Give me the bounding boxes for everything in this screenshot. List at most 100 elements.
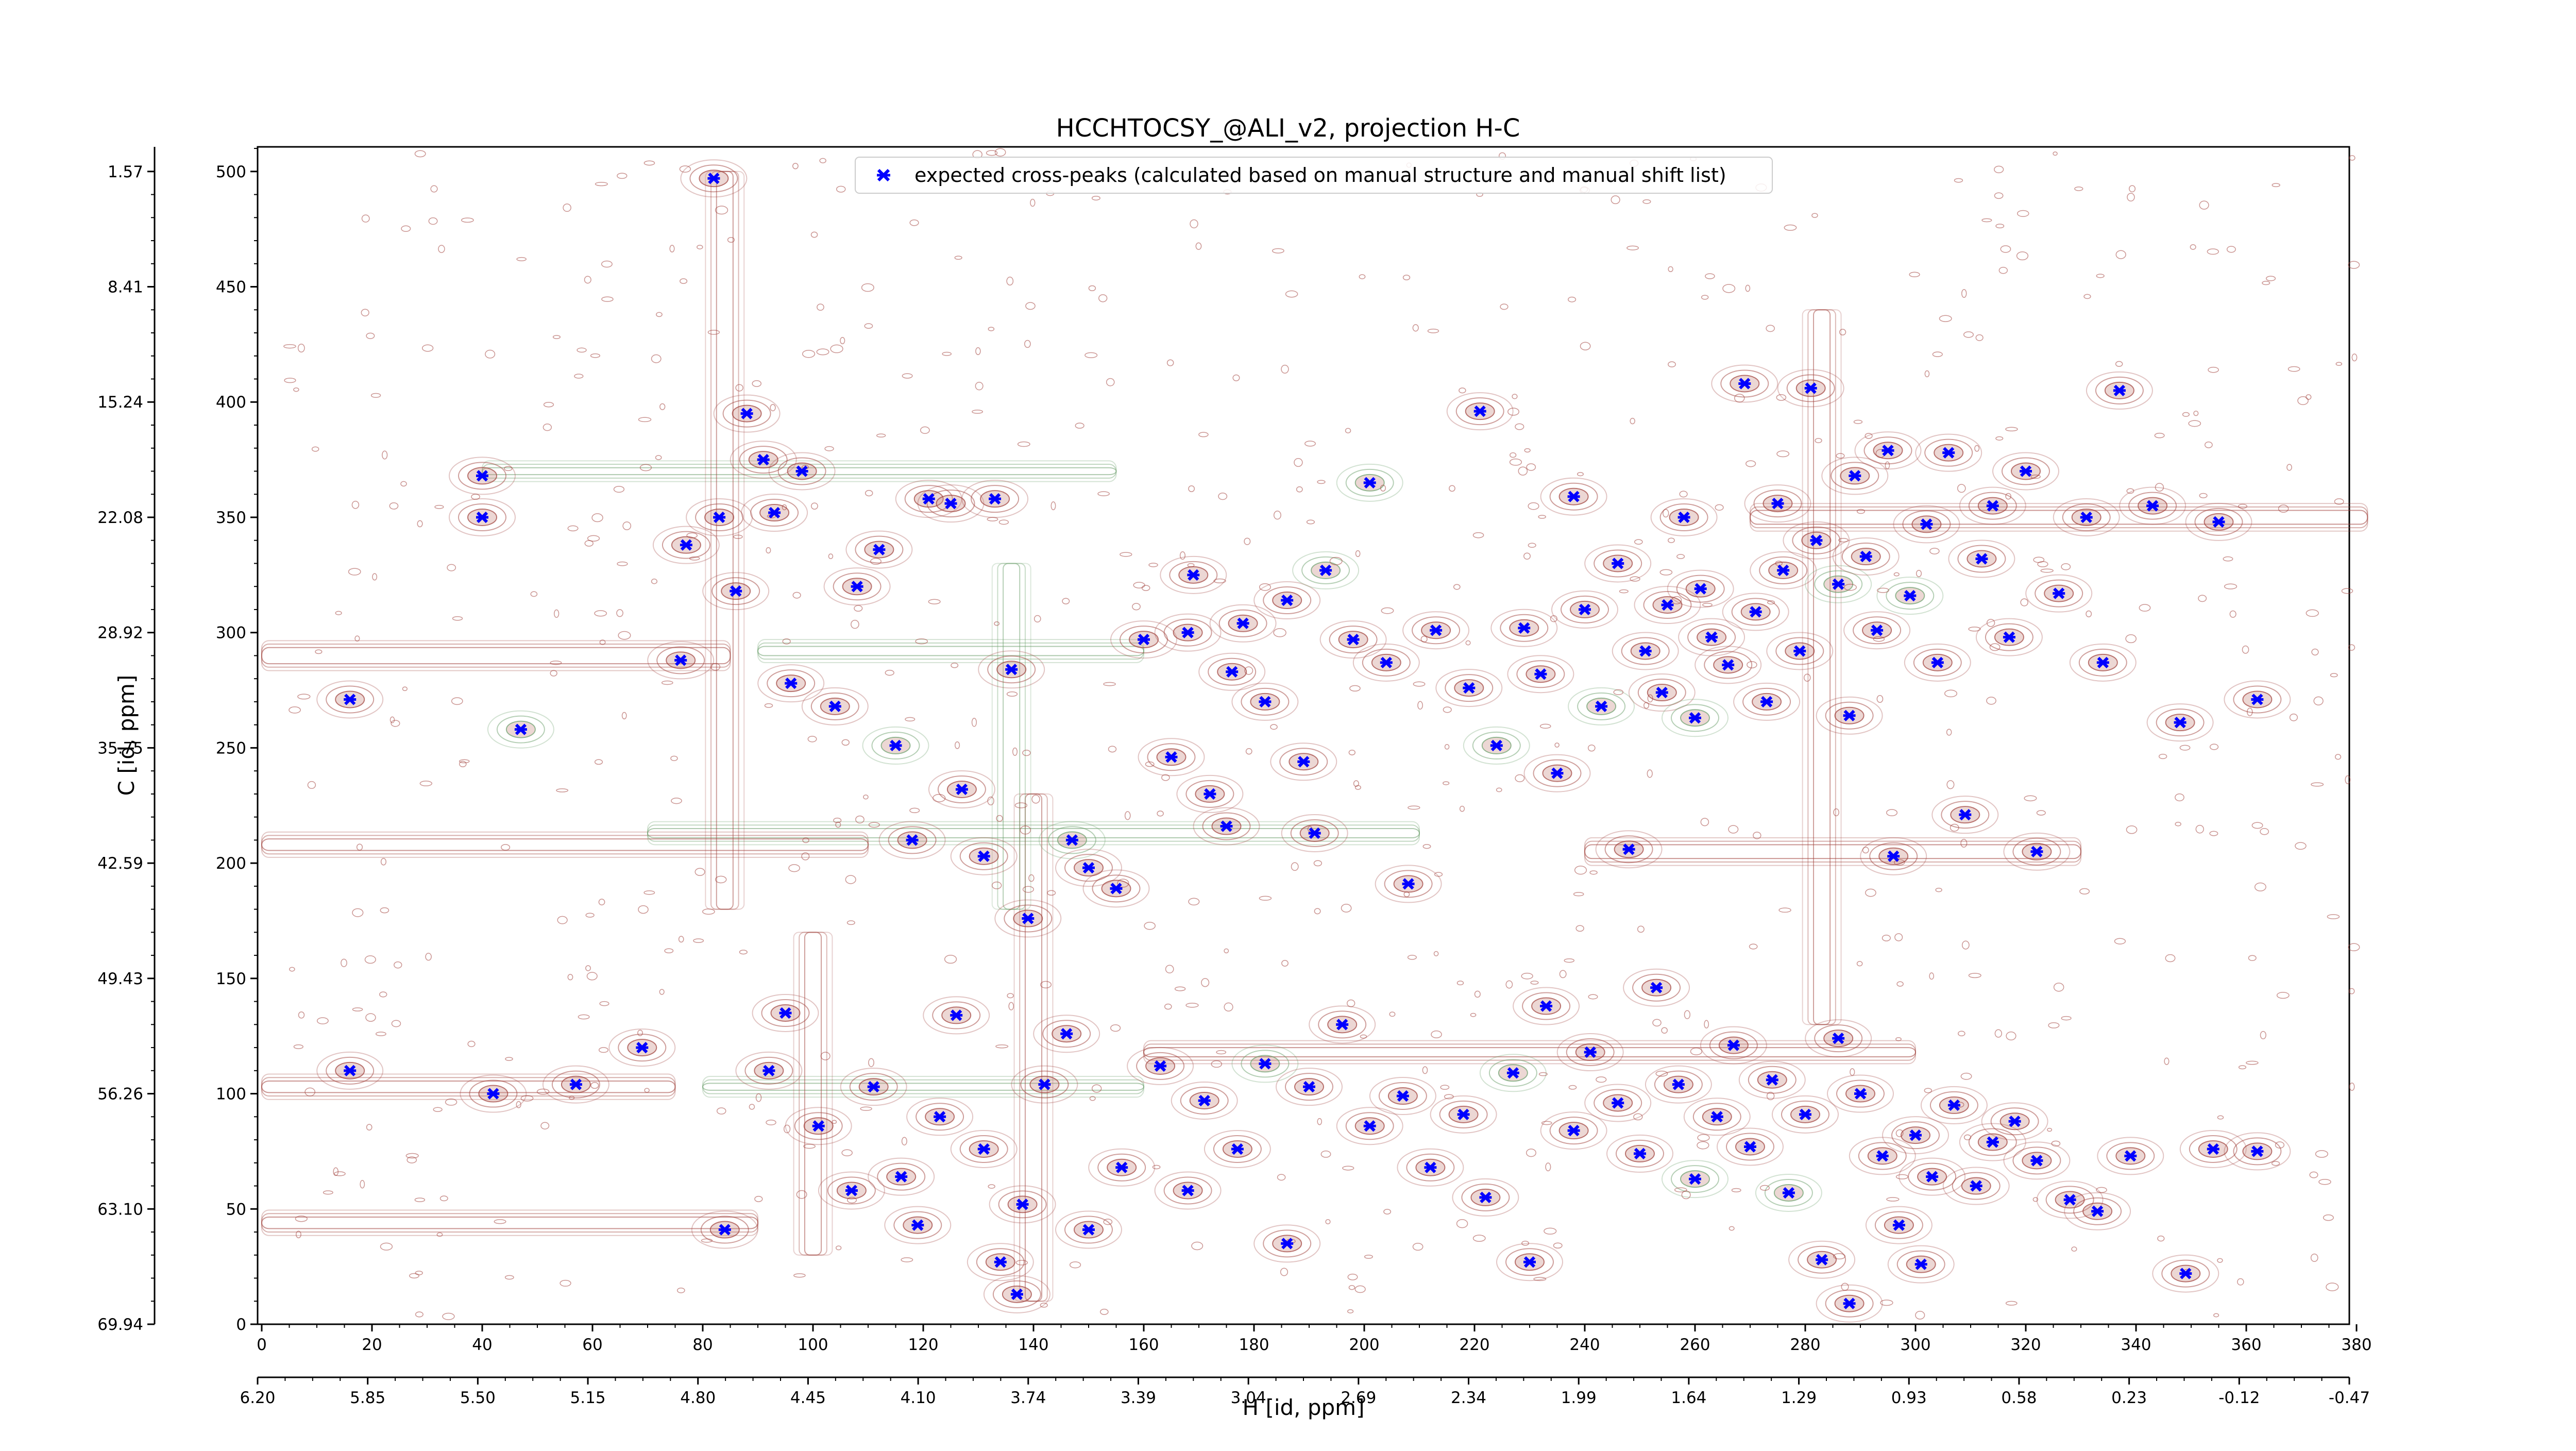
contour-noise	[754, 1195, 763, 1202]
contour-noise	[1030, 198, 1036, 207]
contour-noise	[1098, 294, 1108, 302]
contour-peak	[1292, 551, 1360, 589]
contour-noise	[1291, 862, 1299, 871]
contour-noise	[1886, 809, 1898, 817]
cross-peak-marker	[785, 677, 798, 689]
contour-noise	[2020, 598, 2028, 606]
cross-peak-marker	[845, 1185, 858, 1196]
contour-peak	[2012, 1146, 2061, 1175]
contour-noise	[1213, 578, 1226, 584]
cross-peak-marker	[2053, 587, 2065, 599]
cross-peak-marker	[873, 544, 886, 555]
contour-band	[1019, 793, 1048, 1302]
contour-peak	[1362, 648, 1411, 677]
contour-noise	[1422, 1066, 1428, 1074]
contour-noise	[1050, 501, 1056, 511]
x-index-tick-label: 160	[1128, 1336, 1159, 1354]
contour-noise	[2272, 183, 2280, 188]
contour-peak	[757, 664, 825, 703]
contour-peak	[895, 480, 962, 518]
contour-noise	[638, 417, 652, 423]
contour-band	[702, 1083, 1144, 1091]
contour-noise	[1161, 774, 1170, 781]
contour-noise	[2207, 248, 2219, 255]
contour-noise	[841, 1149, 853, 1157]
contour-noise	[2182, 412, 2190, 417]
contour-noise	[1353, 780, 1359, 787]
x-axis-label: H [id, ppm]	[1243, 1395, 1365, 1420]
contour-noise	[284, 378, 296, 383]
cross-peak-marker	[1065, 834, 1078, 846]
cross-peak-marker	[1138, 633, 1150, 646]
contour-noise	[2115, 250, 2126, 259]
contour-noise	[783, 1124, 791, 1134]
contour-peak	[460, 1074, 527, 1113]
contour-peak	[2012, 837, 2061, 866]
contour-noise	[1509, 458, 1522, 466]
contour-peak	[983, 1275, 1050, 1313]
contour-peak	[1659, 503, 1708, 531]
contour-band	[647, 828, 1420, 838]
contour-noise	[1244, 537, 1251, 545]
contour-noise	[406, 1156, 417, 1163]
contour-noise	[1412, 1242, 1423, 1251]
contour-noise	[996, 815, 1003, 822]
contour-peak	[1929, 1091, 1978, 1119]
cross-peak-marker	[1016, 1199, 1029, 1210]
cross-peak-marker	[1154, 1060, 1167, 1072]
cross-peak-marker	[1204, 788, 1216, 800]
contour-noise	[1684, 1010, 1691, 1019]
y-index-tick-label: 100	[216, 1085, 246, 1104]
contour-peak	[1263, 586, 1312, 615]
contour-peak	[1594, 549, 1642, 578]
contour-peak	[2189, 1135, 2238, 1163]
contour-noise	[994, 148, 1006, 157]
contour-noise	[494, 1219, 506, 1224]
contour-peak	[2002, 457, 2050, 485]
contour-peak	[1160, 555, 1227, 594]
contour-noise	[2125, 634, 2137, 644]
y-ppm-tick-label: 28.92	[97, 624, 143, 643]
cross-peak-marker	[1236, 617, 1249, 629]
contour-noise	[585, 913, 595, 918]
contour-noise	[391, 1020, 401, 1027]
contour-noise	[1550, 615, 1557, 622]
contour-noise	[1932, 351, 1943, 357]
contour-noise	[1270, 724, 1278, 730]
y-ppm-tick-label: 22.08	[97, 509, 143, 527]
y-index-tick-label: 50	[226, 1200, 246, 1219]
contour-peak	[1110, 620, 1177, 659]
contour-noise	[1028, 874, 1035, 882]
cross-peak-marker	[2146, 500, 2159, 512]
contour-noise	[1524, 448, 1531, 453]
contour-noise	[335, 611, 342, 615]
contour-noise	[2276, 992, 2290, 999]
contour-peak	[1825, 1289, 1874, 1318]
contour-peak	[469, 1079, 518, 1108]
contour-peak	[1055, 849, 1122, 887]
contour-peak	[1612, 632, 1679, 670]
contour-noise	[2330, 673, 2338, 678]
x-index-tick-label: 40	[472, 1336, 492, 1354]
contour-noise	[1187, 563, 1195, 567]
contour-peak	[2156, 708, 2205, 737]
contour-peak	[2194, 508, 2243, 536]
contour-noise	[920, 426, 930, 434]
contour-noise	[1671, 596, 1682, 604]
contour-noise	[868, 822, 880, 828]
contour-peak	[845, 530, 913, 569]
contour-band	[702, 1076, 1144, 1098]
contour-noise	[2030, 474, 2041, 479]
contour-noise	[1006, 276, 1014, 286]
cross-peak-marker	[2063, 1194, 2076, 1206]
contour-noise	[293, 1044, 303, 1049]
contour-noise	[1642, 199, 1651, 204]
contour-noise	[1190, 219, 1198, 229]
contour-noise	[1188, 485, 1195, 493]
contour-noise	[459, 759, 470, 764]
contour-noise	[1120, 552, 1132, 557]
contour-noise	[901, 1137, 907, 1145]
contour-noise	[1873, 636, 1885, 642]
contour-peak	[1650, 498, 1718, 536]
contour-noise	[380, 858, 386, 866]
